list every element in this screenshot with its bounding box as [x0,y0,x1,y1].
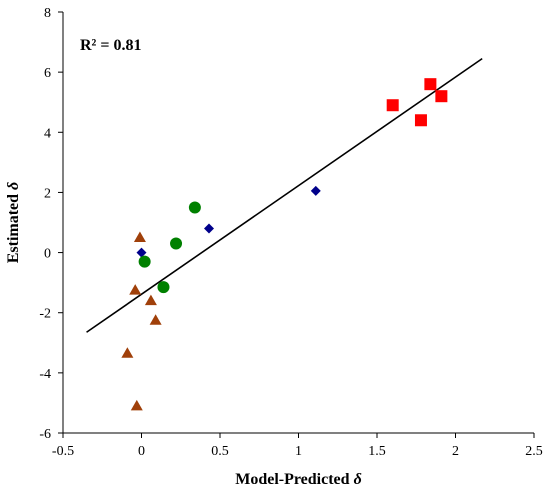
y-axis-title: Estimated δ [5,182,22,264]
y-tick-label: -4 [39,367,51,382]
square-marker [424,78,437,91]
circle-marker [157,281,170,294]
y-tick-label: 4 [44,126,51,141]
x-tick-label: 2 [452,444,459,459]
triangle-marker [133,231,146,243]
diamond-marker [136,247,147,258]
r-squared-annotation: R² = 0.81 [80,37,141,54]
axis-ticks: -0.5 0 0.5 1 1.5 2 2.5 -6 -4 -2 0 2 4 6 8 [39,6,542,459]
y-tick-label: -6 [39,427,51,442]
y-tick-label: 0 [44,247,51,262]
x-tick-label: 0.5 [211,444,229,459]
triangle-marker [149,314,162,325]
circle-marker [138,255,151,268]
circle-marker [188,201,201,214]
y-tick-label: 8 [44,6,51,21]
x-tick-label: 1.5 [368,444,386,459]
x-tick-label: -0.5 [52,444,74,459]
trendline [86,57,483,333]
square-marker [414,114,427,127]
circle-marker [170,237,183,250]
triangle-marker [129,284,142,295]
axes [62,12,534,434]
x-tick-label: 1 [295,444,302,459]
triangle-marker [144,294,157,306]
y-tick-label: -2 [39,307,51,322]
diamond-marker [310,185,321,196]
square-marker [386,99,399,112]
square-marker [435,90,448,103]
x-axis-title: Model-Predicted δ [235,471,362,488]
y-tick-label: 6 [44,66,51,81]
data-points [121,78,448,411]
triangle-marker [121,347,134,358]
y-tick-label: 2 [44,186,51,201]
x-tick-label: 2.5 [525,444,543,459]
diamond-marker [204,223,215,234]
x-tick-label: 0 [138,444,145,459]
triangle-marker [130,399,143,411]
